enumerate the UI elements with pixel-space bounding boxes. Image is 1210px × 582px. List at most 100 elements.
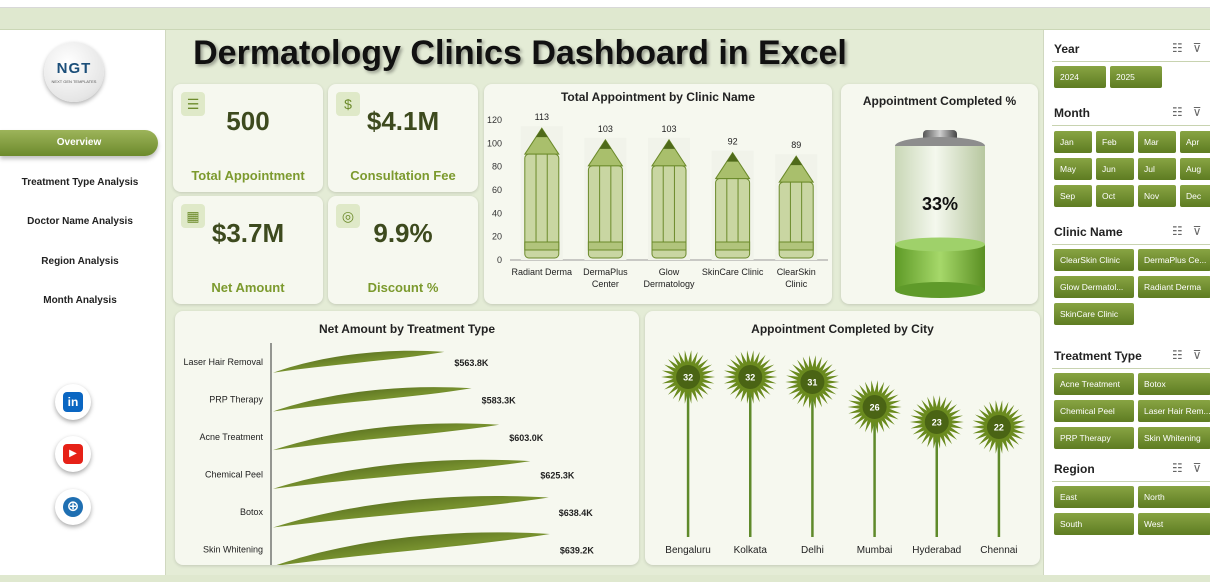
slicer-item-month[interactable]: Mar	[1138, 131, 1176, 153]
slicer-item-clinic[interactable]: Glow Dermatol...	[1054, 276, 1134, 298]
leaf-bar	[273, 496, 549, 528]
slicer-item-region[interactable]: East	[1054, 486, 1134, 508]
marker-core	[862, 395, 887, 419]
marker-core	[738, 365, 763, 389]
nav-region-analysis[interactable]: Region Analysis	[41, 256, 119, 267]
slicer-item-month[interactable]: Feb	[1096, 131, 1134, 153]
multi-select-icon[interactable]: ☷	[1172, 224, 1183, 238]
slicer-title-treatment: Treatment Type	[1054, 349, 1142, 363]
linkedin-button[interactable]: in	[55, 384, 91, 420]
kpi-label: Total Appointment	[191, 168, 305, 183]
data-label: 92	[728, 137, 738, 147]
pencil-lead	[726, 152, 739, 162]
leaf-bar	[273, 423, 500, 451]
nav-overview[interactable]: Overview	[0, 130, 158, 156]
slicer-item-month[interactable]: Jul	[1138, 158, 1176, 180]
pencil-body	[524, 153, 560, 259]
data-label: 32	[683, 373, 693, 383]
x-tick-label: Kolkata	[734, 545, 768, 556]
slicer-item-month[interactable]: May	[1054, 158, 1092, 180]
clear-filter-icon[interactable]: ⊽	[1192, 41, 1202, 55]
slicer-divider	[1052, 368, 1210, 369]
nav-treatment-type-analysis[interactable]: Treatment Type Analysis	[21, 177, 139, 188]
data-label: $638.4K	[559, 508, 594, 518]
nav-month-analysis[interactable]: Month Analysis	[43, 295, 117, 306]
slicer-item-clinic[interactable]: SkinCare Clinic	[1054, 303, 1134, 325]
clear-filter-icon[interactable]: ⊽	[1192, 348, 1202, 362]
slicer-item-region[interactable]: South	[1054, 513, 1134, 535]
kpi-value: $3.7M	[211, 218, 285, 248]
slicer-item-year[interactable]: 2025	[1110, 66, 1162, 88]
slicer-item-clinic[interactable]: ClearSkin Clinic	[1054, 249, 1134, 271]
slicer-item-treatment[interactable]: Laser Hair Rem...	[1138, 400, 1210, 422]
marker-core	[924, 410, 949, 434]
youtube-icon: ▶	[63, 444, 83, 464]
nav-doctor-name-analysis[interactable]: Doctor Name Analysis	[27, 216, 133, 227]
clinic-appointment-chart: 0 20 40 60 80 100 120 113 Radiant Derma 103 DermaP…	[487, 112, 828, 289]
x-tick-label: Glow	[659, 267, 680, 277]
slicer-item-year[interactable]: 2024	[1054, 66, 1106, 88]
point-chennai: 22	[971, 400, 1026, 537]
bar-chemical-peel: Chemical Peel $625.3K	[205, 459, 575, 489]
multi-select-icon[interactable]: ☷	[1172, 105, 1183, 119]
kpi-total-appointment: ☰ 500 Total Appointment	[173, 84, 323, 192]
bar-dermaplus-center: 103	[584, 124, 627, 260]
x-tick-label: Bengaluru	[665, 545, 711, 556]
multi-select-icon[interactable]: ☷	[1172, 41, 1183, 55]
bar-skin-whitening: Skin Whitening $639.2K	[203, 532, 594, 565]
calendar-icon: ▦	[181, 204, 205, 228]
slicer-item-month[interactable]: Dec	[1180, 185, 1210, 207]
slicer-divider	[1052, 481, 1210, 482]
slicer-title-month: Month	[1054, 106, 1090, 120]
bar-skincare-clinic: 92	[711, 137, 754, 260]
slicer-item-month[interactable]: Aug	[1180, 158, 1210, 180]
kpi-value: 9.9%	[373, 218, 433, 248]
slicer-divider	[1052, 61, 1210, 62]
y-tick-label: PRP Therapy	[209, 394, 263, 404]
slicer-item-month[interactable]: Jan	[1054, 131, 1092, 153]
x-tick-label: Mumbai	[857, 545, 893, 556]
pencil-band	[524, 241, 560, 251]
chart-title: Total Appointment by Clinic Name	[560, 90, 755, 104]
slicer-item-region[interactable]: West	[1138, 513, 1210, 535]
y-tick-label: 0	[497, 255, 502, 265]
slicer-item-clinic[interactable]: Radiant Derma	[1138, 276, 1210, 298]
pencil-lead	[663, 139, 675, 149]
sheet-tab-strip	[0, 0, 1210, 8]
kpi-label: Net Amount	[211, 280, 285, 295]
clear-filter-icon[interactable]: ⊽	[1192, 461, 1202, 475]
slicer-item-treatment[interactable]: Skin Whitening	[1138, 427, 1210, 449]
marker-core	[676, 365, 701, 389]
clear-filter-icon[interactable]: ⊽	[1192, 105, 1202, 119]
website-button[interactable]: ⊕	[55, 489, 91, 525]
data-label: $639.2K	[560, 545, 595, 555]
slicer-title-region: Region	[1054, 462, 1095, 476]
data-label: 32	[745, 373, 755, 383]
battery-level-surface	[895, 237, 985, 252]
multi-select-icon[interactable]: ☷	[1172, 461, 1183, 475]
slicer-item-month[interactable]: Apr	[1180, 131, 1210, 153]
y-tick-label: 20	[492, 232, 502, 242]
bar-acne-treatment: Acne Treatment $603.0K	[199, 423, 544, 451]
data-label: 22	[994, 423, 1004, 433]
slicer-item-month[interactable]: Sep	[1054, 185, 1092, 207]
leaf-bar	[273, 387, 472, 412]
kpi-value: $4.1M	[366, 106, 440, 136]
kpi-value: 500	[226, 106, 270, 136]
slicer-item-treatment[interactable]: Acne Treatment	[1054, 373, 1134, 395]
youtube-button[interactable]: ▶	[55, 436, 91, 472]
slicer-item-treatment[interactable]: Botox	[1138, 373, 1210, 395]
slicer-item-clinic[interactable]: DermaPlus Ce...	[1138, 249, 1210, 271]
slicer-item-treatment[interactable]: PRP Therapy	[1054, 427, 1134, 449]
multi-select-icon[interactable]: ☷	[1172, 348, 1183, 362]
battery-value-label: 33%	[922, 194, 958, 214]
slicer-item-month[interactable]: Jun	[1096, 158, 1134, 180]
clear-filter-icon[interactable]: ⊽	[1192, 224, 1202, 238]
slicer-item-month[interactable]: Nov	[1138, 185, 1176, 207]
slicer-divider	[1052, 125, 1210, 126]
completion-rate-card: Appointment Completed % 33%	[841, 84, 1038, 304]
bar-botox: Botox $638.4K	[240, 496, 593, 528]
slicer-item-treatment[interactable]: Chemical Peel	[1054, 400, 1134, 422]
slicer-item-month[interactable]: Oct	[1096, 185, 1134, 207]
slicer-item-region[interactable]: North	[1138, 486, 1210, 508]
